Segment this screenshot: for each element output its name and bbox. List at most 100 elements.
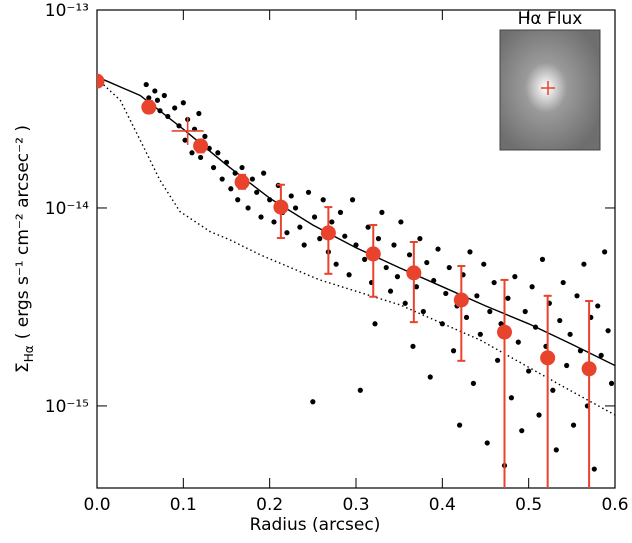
- data-point: [536, 412, 542, 418]
- data-point: [577, 348, 584, 354]
- data-point: [223, 159, 230, 165]
- binned-point: [273, 199, 289, 215]
- data-point: [342, 233, 348, 239]
- data-point: [165, 113, 171, 120]
- data-point: [189, 150, 195, 156]
- data-point: [146, 95, 152, 101]
- data-point: [143, 81, 149, 88]
- data-point: [176, 123, 182, 129]
- x-tick-label: 0.4: [429, 495, 456, 515]
- data-point: [470, 380, 477, 386]
- data-point: [560, 279, 566, 286]
- data-point: [311, 214, 318, 220]
- data-point: [494, 357, 501, 363]
- data-point: [402, 300, 408, 306]
- inset: Hα Flux: [499, 9, 601, 151]
- data-point: [375, 236, 382, 242]
- data-point: [284, 230, 290, 236]
- data-point: [210, 164, 217, 171]
- data-point: [337, 209, 344, 215]
- data-point: [605, 328, 611, 334]
- data-point: [435, 246, 441, 252]
- data-point: [512, 274, 518, 280]
- data-point: [491, 279, 497, 286]
- data-point: [349, 197, 356, 203]
- data-point: [198, 154, 204, 161]
- data-point: [557, 317, 563, 324]
- binned-point: [496, 324, 512, 340]
- data-point: [228, 186, 234, 192]
- data-point: [154, 97, 161, 103]
- binned-point: [453, 292, 469, 308]
- data-point: [261, 170, 267, 176]
- data-point: [288, 193, 294, 199]
- data-point: [446, 264, 452, 271]
- data-point: [567, 331, 573, 337]
- data-point: [387, 288, 394, 294]
- inset-label: Hα Flux: [518, 9, 583, 29]
- binned-point: [97, 73, 105, 89]
- data-point: [598, 352, 604, 358]
- y-axis-label: ΣHα ( ergs s⁻¹ cm⁻² arcsec⁻² ): [13, 125, 36, 373]
- data-point: [570, 422, 577, 428]
- binned-point: [320, 225, 336, 241]
- data-point: [417, 236, 423, 242]
- data-point: [235, 197, 241, 203]
- x-tick-label: 0.5: [515, 495, 542, 515]
- data-point: [574, 293, 580, 299]
- data-point: [249, 176, 255, 182]
- data-point: [487, 308, 493, 315]
- binned-point: [193, 138, 209, 154]
- data-point: [245, 205, 251, 211]
- data-point: [394, 274, 401, 280]
- data-point: [413, 284, 420, 290]
- data-point: [182, 137, 188, 143]
- y-tick-label: 10⁻¹³: [45, 1, 89, 21]
- data-point: [457, 422, 463, 428]
- model-line: [97, 76, 615, 367]
- data-point: [602, 249, 608, 255]
- data-point: [196, 110, 202, 117]
- data-point: [157, 108, 163, 114]
- data-point: [591, 466, 597, 472]
- data-point: [301, 242, 307, 248]
- data-point: [362, 256, 368, 262]
- data-point: [346, 272, 352, 278]
- data-point: [431, 277, 437, 284]
- data-point: [477, 331, 483, 337]
- data-point: [239, 164, 245, 171]
- binned-point: [365, 246, 381, 262]
- data-point: [317, 236, 323, 242]
- data-point: [410, 343, 416, 349]
- data-point: [310, 399, 316, 405]
- y-tick-label: 10⁻¹⁵: [45, 397, 89, 417]
- x-tick-label: 0.3: [342, 495, 369, 515]
- data-point: [161, 92, 167, 99]
- x-tick-label: 0.0: [83, 495, 110, 515]
- data-point: [608, 380, 615, 386]
- data-point: [595, 303, 601, 309]
- data-point: [379, 209, 385, 215]
- data-point: [519, 428, 525, 434]
- data-point: [532, 324, 539, 330]
- data-point: [353, 242, 359, 248]
- data-point: [420, 308, 426, 315]
- data-point: [172, 105, 178, 111]
- data-point: [383, 264, 389, 271]
- data-point: [320, 197, 326, 203]
- x-tick-label: 0.6: [601, 495, 628, 515]
- data-point: [267, 197, 273, 203]
- data-point: [450, 348, 457, 354]
- data-point: [515, 339, 521, 345]
- data-point: [529, 284, 535, 290]
- data-point: [581, 261, 587, 267]
- data-point: [427, 374, 433, 380]
- data-point: [357, 387, 363, 393]
- data-point: [232, 170, 238, 176]
- data-point: [372, 321, 378, 327]
- data-point: [564, 362, 570, 369]
- data-point: [522, 308, 528, 315]
- data-point: [505, 295, 511, 301]
- y-tick-label: 10⁻¹⁴: [45, 199, 89, 219]
